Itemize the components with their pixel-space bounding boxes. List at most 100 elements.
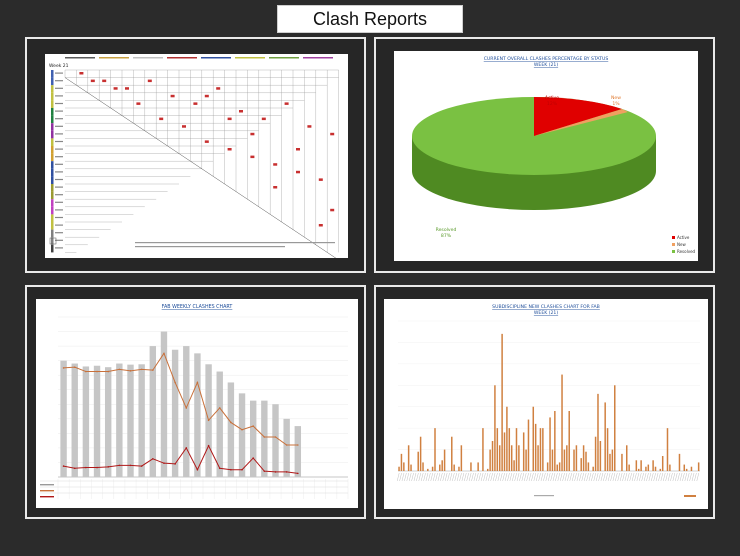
sub-tick-label [574,472,577,482]
matrix-clash-mark [296,148,300,151]
sub-tick-label [406,472,409,482]
matrix-clash-mark [113,87,118,90]
sub-bar [431,466,434,471]
sub-tick-label [471,472,474,482]
subdiscipline-chart-frame[interactable]: SUBDISCIPLINE NEW CLASHES CHART FOR FAB … [374,285,715,519]
matrix-clash-mark [147,79,152,83]
matrix-row-color [51,214,54,222]
sub-tick-label [627,472,630,482]
matrix-row-label [55,110,63,112]
sub-bar [628,464,630,471]
legend-label-active: Active [677,235,690,240]
sub-bar [486,468,489,471]
pie-report-frame[interactable]: CURRENT OVERALL CLASHES PERCENTAGE BY ST… [374,37,715,273]
sub-tick-label [615,472,618,482]
sub-bar [604,402,606,471]
weekly-point-active [207,419,210,422]
matrix-row-color [51,92,54,101]
matrix-row-label [55,156,63,158]
matrix-row-label [55,87,63,89]
weekly-line-new [63,444,298,474]
matrix-clash-mark [330,208,335,212]
matrix-row-color [51,206,54,215]
sub-tick-label [665,472,668,482]
sub-bar [489,449,491,471]
matrix-row-label [55,209,63,211]
matrix-row-label [55,186,63,188]
legend-swatch-new [672,243,675,246]
matrix-row-label [55,72,63,74]
matrix-row-color [51,237,54,245]
matrix-row-color [51,138,54,146]
sub-tick-label [579,472,582,482]
sub-bar [518,445,520,471]
weekly-point-active [129,370,132,372]
matrix-row-color [51,77,54,86]
weekly-point-new [196,468,199,471]
sub-tick-label [660,472,664,482]
sub-tick-label [411,472,414,482]
weekly-table-legend [40,484,54,486]
sub-tick-label [456,472,460,482]
sub-bar [532,406,535,471]
sub-tick-label [643,472,647,482]
sub-bar [400,453,403,471]
sub-tick-label [636,472,640,482]
sub-tick-label [595,472,599,482]
sub-bar [398,466,400,471]
sub-tick-label [675,472,678,482]
sub-bar [513,460,515,471]
matrix-clash-mark [318,178,323,181]
weekly-point-new [185,447,188,449]
weekly-point-new [241,468,243,471]
sub-tick-label [639,472,642,482]
sub-bar [599,441,602,471]
matrix-header-band [235,57,265,59]
sub-tick-label [634,472,637,482]
sub-tick-label [512,472,515,482]
matrix-clash-mark [204,140,209,143]
sub-bar [546,462,549,471]
matrix-clash-mark [193,102,198,105]
sub-tick-label [416,472,419,482]
sub-bar [417,451,419,471]
matrix-clash-mark [239,110,243,113]
weekly-point-new [218,467,221,470]
sub-bar [566,445,568,471]
weekly-chart-frame[interactable]: FAB WEEKLY CLASHES CHART [25,285,366,519]
sub-tick-label [399,472,402,482]
matrix-row-label [55,194,63,196]
weekly-point-active [174,381,176,384]
matrix-clash-mark [204,94,209,98]
matrix-corner-label: Week 21 [49,63,69,69]
sub-chart-title: SUBDISCIPLINE NEW CLASHES CHART FOR FAB [492,304,600,310]
sub-bar [575,445,578,471]
sub-tick-label [651,472,654,482]
sub-tick-label [404,472,407,482]
sub-tick-label [507,472,510,482]
weekly-point-new [207,444,210,447]
sub-tick-label [603,472,606,482]
sub-tick-label [408,472,412,482]
pie-slice-active [534,97,622,136]
sub-tick-label [555,472,558,482]
clash-matrix-frame[interactable]: Week 21 [25,37,366,273]
sub-tick-label [519,472,522,482]
sub-tick-label [600,472,604,482]
sub-tick-label [464,472,467,482]
sub-bar [503,432,506,471]
sub-tick-label [425,472,429,482]
matrix-row-color [51,146,54,154]
sub-bar [534,423,537,471]
sub-tick-label [492,472,496,482]
sub-bar [525,449,527,471]
weekly-point-active [140,368,143,371]
subdiscipline-clashes-chart: SUBDISCIPLINE NEW CLASHES CHART FOR FAB … [397,304,700,497]
sub-bar [637,468,640,471]
sub-bar [510,445,513,471]
weekly-bar-total [294,426,302,477]
sub-bar [522,432,525,471]
sub-bar [453,464,455,471]
sub-tick-label [622,472,625,482]
weekly-line-active [63,352,298,446]
